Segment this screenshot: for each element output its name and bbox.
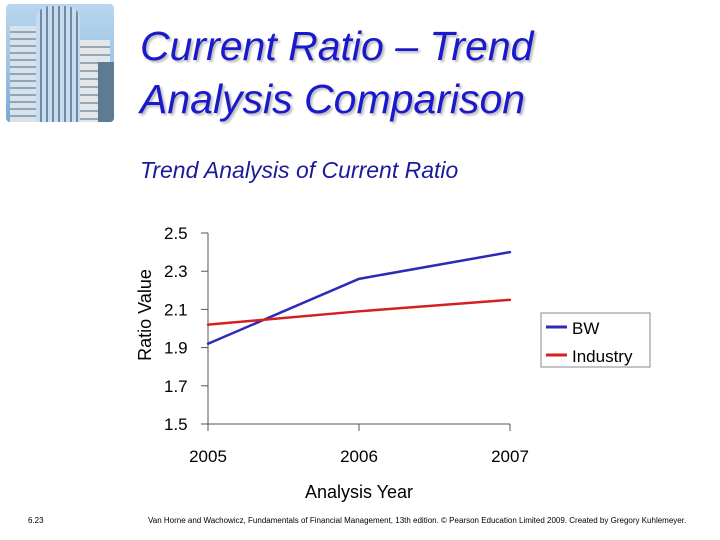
series-line-bw (207, 250, 511, 345)
data-point-industry (357, 310, 361, 313)
x-tick-label: 2005 (189, 447, 227, 466)
slide-title-line-1: Current Ratio – Trend (140, 23, 534, 69)
y-axis-title: Ratio Value (135, 269, 155, 361)
x-tick-label: 2007 (491, 447, 529, 466)
legend-label-bw: BW (572, 319, 599, 338)
building-center (36, 6, 80, 122)
x-tick-label: 2006 (340, 447, 378, 466)
building-far-right (98, 62, 114, 122)
legend-box (540, 312, 651, 368)
slide-number: 6.23 (28, 516, 44, 525)
building-left (10, 26, 40, 122)
skyscraper-photo (6, 4, 114, 122)
data-point-bw (206, 342, 210, 345)
data-point-industry (508, 298, 512, 302)
y-tick-label: 1.5 (164, 415, 188, 434)
y-tick-label: 2.1 (164, 300, 188, 319)
x-axis-title: Analysis Year (305, 482, 413, 502)
slide-title-line-2: Analysis Comparison (140, 76, 526, 122)
data-point-industry (206, 323, 210, 326)
y-tick-label: 1.9 (164, 339, 188, 358)
legend-label-industry: Industry (572, 347, 633, 366)
y-tick-label: 2.3 (164, 262, 188, 281)
y-tick-label: 2.5 (164, 224, 188, 243)
data-point-bw (357, 277, 361, 281)
y-tick-label: 1.7 (164, 377, 188, 396)
footer-citation: Van Horne and Wachowicz, Fundamentals of… (148, 516, 687, 525)
chart-title: Trend Analysis of Current Ratio (140, 157, 459, 183)
data-point-bw (508, 250, 512, 254)
slide-title: Current Ratio – Trend Analysis Compariso… (140, 20, 700, 126)
